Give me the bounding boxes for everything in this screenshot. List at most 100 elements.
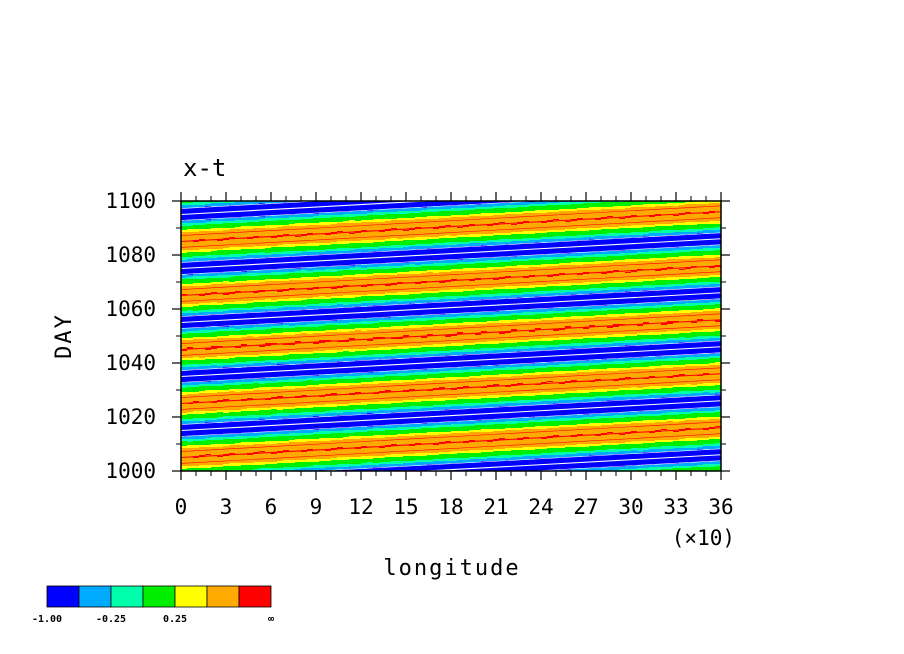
heatmap-cell (211, 251, 284, 253)
heatmap-cell (475, 342, 518, 344)
heatmap-cell (535, 363, 578, 365)
heatmap-cell (685, 428, 692, 430)
heatmap-cell (559, 241, 721, 243)
heatmap-cell (295, 327, 380, 329)
heatmap-cell (361, 264, 410, 266)
heatmap-cell (277, 436, 350, 438)
heatmap-cell (511, 232, 548, 234)
heatmap-cell (373, 393, 380, 395)
heatmap-cell (571, 469, 620, 471)
heatmap-cell (595, 261, 638, 263)
heatmap-cell (397, 316, 458, 318)
heatmap-cell (295, 430, 344, 432)
heatmap-cell (709, 338, 721, 340)
heatmap-cell (277, 382, 362, 384)
heatmap-cell (397, 218, 440, 220)
heatmap-cell (241, 442, 290, 444)
heatmap-cell (271, 254, 320, 256)
heatmap-cell (541, 384, 686, 386)
heatmap-cell (637, 396, 686, 398)
heatmap-cell (307, 306, 356, 308)
heatmap-cell (655, 248, 704, 250)
heatmap-cell (499, 316, 572, 318)
heatmap-cell (379, 408, 422, 410)
heatmap-cell (211, 437, 260, 439)
heatmap-cell (301, 395, 308, 397)
heatmap-cell (619, 325, 638, 327)
heatmap-cell (409, 262, 458, 264)
heatmap-cell (181, 217, 242, 219)
heatmap-cell (313, 429, 320, 431)
heatmap-cell (403, 424, 452, 426)
heatmap-cell (379, 462, 416, 464)
heatmap-cell (331, 440, 470, 442)
heatmap-cell (487, 225, 494, 227)
heatmap-cell (241, 384, 320, 386)
heatmap-cell (673, 313, 721, 315)
heatmap-cell (277, 413, 326, 415)
heatmap-cell (283, 452, 440, 454)
heatmap-cell (685, 366, 721, 368)
heatmap-cell (313, 353, 398, 355)
heatmap-cell (661, 311, 704, 313)
heatmap-cell (265, 464, 338, 466)
heatmap-cell (553, 362, 602, 364)
heatmap-cell (523, 427, 560, 429)
heatmap-cell (433, 459, 470, 461)
heatmap-cell (271, 237, 278, 239)
heatmap-cell (451, 313, 512, 315)
heatmap-cell (211, 284, 368, 286)
heatmap-cell (511, 332, 650, 334)
heatmap-cell (469, 224, 476, 226)
heatmap-cell (367, 447, 380, 449)
heatmap-cell (355, 409, 398, 411)
heatmap-cell (649, 449, 698, 451)
contour-negative (181, 29, 721, 59)
x-axis-ticks: 0 3 6 9 12 15 18 21 24 27 30 33 36 (175, 192, 734, 519)
heatmap-cell (361, 384, 494, 386)
heatmap-cell (589, 414, 638, 416)
heatmap-cell (643, 324, 662, 326)
heatmap-cell (187, 331, 218, 333)
heatmap-cell (505, 386, 512, 388)
heatmap-cell (709, 358, 721, 360)
heatmap-cell (217, 365, 224, 367)
heatmap-cell (475, 209, 560, 211)
heatmap-cell (499, 365, 548, 367)
heatmap-cell (457, 227, 464, 229)
heatmap-cell (319, 245, 392, 247)
heatmap-cell (349, 268, 392, 270)
heatmap-cell (637, 254, 721, 256)
heatmap-cell (535, 368, 608, 370)
heatmap-cell (487, 267, 530, 269)
heatmap-cell (529, 267, 668, 269)
heatmap-cell (637, 333, 680, 335)
heatmap-cell (181, 220, 188, 222)
x-axis-label: longitude (383, 556, 520, 581)
heatmap-cell (307, 380, 314, 382)
heatmap-cell (397, 373, 440, 375)
heatmap-cell (607, 337, 680, 339)
heatmap-cell (613, 334, 662, 336)
heatmap-cell (277, 227, 416, 229)
heatmap-cell (313, 213, 320, 215)
heatmap-cell (679, 333, 721, 335)
heatmap-cell (355, 378, 428, 380)
heatmap-cell (589, 328, 721, 330)
heatmap-cell (637, 465, 698, 467)
heatmap-cell (541, 419, 584, 421)
heatmap-cell (271, 362, 278, 364)
heatmap-cell (661, 324, 668, 326)
heatmap-cell (421, 273, 560, 275)
heatmap-cell (265, 343, 278, 345)
heatmap-cell (391, 317, 434, 319)
heatmap-cell (697, 282, 721, 284)
heatmap-cell (685, 430, 721, 432)
heatmap-cell (235, 328, 242, 330)
x-tick-label: 24 (528, 495, 553, 519)
heatmap-cell (181, 350, 188, 352)
heatmap-cell (277, 237, 416, 239)
heatmap-cell (577, 252, 638, 254)
heatmap-cell (709, 213, 721, 215)
heatmap-cell (493, 384, 500, 386)
